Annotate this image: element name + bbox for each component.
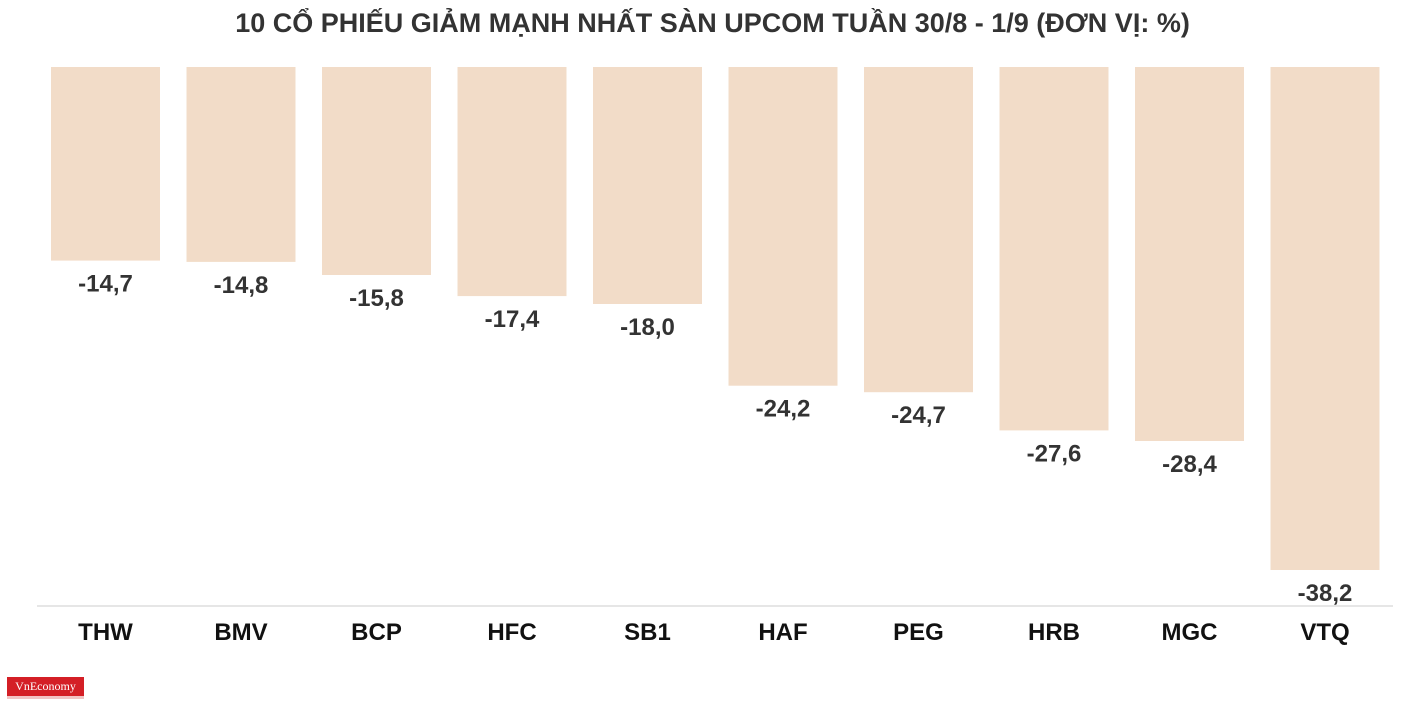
bar-mgc bbox=[1135, 67, 1244, 441]
bar-bcp bbox=[322, 67, 431, 275]
data-label-haf: -24,2 bbox=[756, 396, 811, 423]
bar-sb1 bbox=[593, 67, 702, 304]
data-label-mgc: -28,4 bbox=[1162, 451, 1217, 478]
x-tick-label-haf: HAF bbox=[758, 619, 807, 646]
data-label-peg: -24,7 bbox=[891, 402, 946, 429]
x-tick-label-peg: PEG bbox=[893, 619, 944, 646]
x-tick-label-vtq: VTQ bbox=[1300, 619, 1349, 646]
bar-hfc bbox=[457, 67, 567, 297]
x-tick-label-bmv: BMV bbox=[214, 619, 267, 646]
data-label-bcp: -15,8 bbox=[349, 285, 404, 312]
bar-peg bbox=[864, 67, 973, 393]
vneconomy-logo: VnEconomy bbox=[7, 677, 84, 699]
data-label-sb1: -18,0 bbox=[620, 314, 675, 341]
data-label-vtq: -38,2 bbox=[1298, 580, 1353, 607]
bar-thw bbox=[51, 67, 160, 261]
bar-bmv bbox=[186, 67, 296, 262]
data-label-thw: -14,7 bbox=[78, 271, 133, 298]
x-tick-label-mgc: MGC bbox=[1162, 619, 1218, 646]
data-label-hrb: -27,6 bbox=[1027, 440, 1082, 467]
data-label-bmv: -14,8 bbox=[214, 272, 269, 299]
bar-haf bbox=[728, 67, 838, 386]
x-tick-label-hfc: HFC bbox=[487, 619, 536, 646]
x-tick-label-bcp: BCP bbox=[351, 619, 402, 646]
data-label-hfc: -17,4 bbox=[485, 306, 540, 333]
x-tick-label-thw: THW bbox=[78, 619, 133, 646]
x-tick-label-sb1: SB1 bbox=[624, 619, 671, 646]
x-tick-label-hrb: HRB bbox=[1028, 619, 1080, 646]
bar-hrb bbox=[999, 67, 1109, 431]
bar-vtq bbox=[1270, 67, 1380, 570]
bar-chart: -14,7 THW -14,8 BMV -15,8 BCP -17,4 HFC -18,0 SB1… bbox=[37, 67, 1393, 646]
chart-title: 10 CỔ PHIẾU GIẢM MẠNH NHẤT SÀN UPCOM TUẦ… bbox=[235, 8, 1190, 38]
